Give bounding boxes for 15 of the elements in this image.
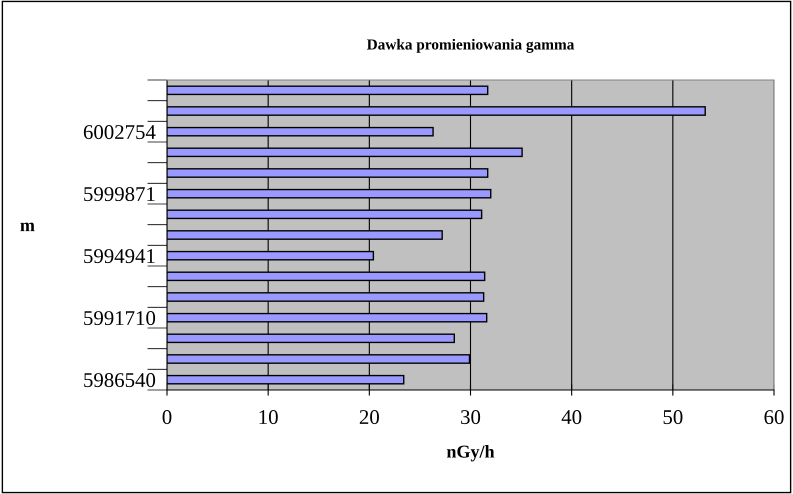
x-tick-label: 10 — [260, 410, 278, 424]
x-tick-label: 0 — [162, 410, 172, 424]
x-tick-label: 30 — [461, 410, 480, 424]
x-tick-label: 20 — [360, 410, 379, 424]
y-tick-label: 5986540 — [84, 373, 156, 388]
x-tick-label: 40 — [562, 410, 582, 424]
y-tick-label: 5999871 — [84, 187, 155, 202]
chart-title: Dawka promieniowania gamma — [366, 38, 574, 53]
y-axis-title: m — [20, 222, 35, 232]
x-tick-label: 50 — [664, 410, 682, 424]
y-tick-label: 6002754 — [84, 125, 156, 140]
y-tick-label: 5994941 — [84, 249, 155, 264]
x-axis-title: nGy/h — [446, 445, 494, 462]
x-tick-label: 60 — [764, 410, 784, 424]
y-tick-label: 5991710 — [84, 311, 156, 326]
